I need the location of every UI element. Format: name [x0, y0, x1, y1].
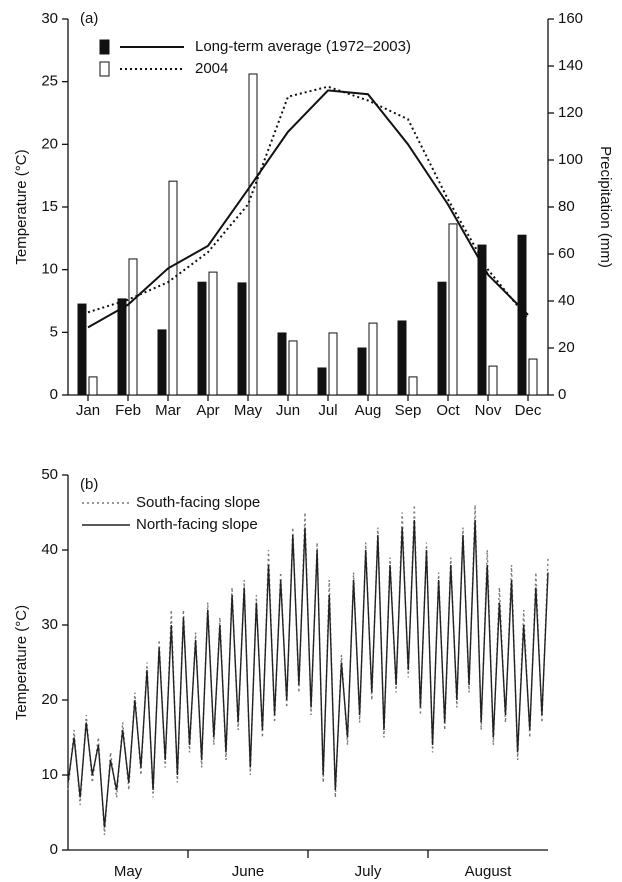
y-tick-label: 30 — [41, 10, 58, 27]
x-tick-label: August — [465, 863, 513, 880]
precipitation-bar — [277, 332, 287, 396]
precipitation-bar — [528, 358, 538, 396]
legend-label: 2004 — [195, 60, 228, 77]
y2-tick-label: 100 — [558, 151, 583, 168]
precipitation-bar — [288, 340, 298, 396]
precipitation-bar — [437, 281, 447, 396]
x-tick-label: Nov — [475, 402, 502, 419]
x-tick-label: Jan — [76, 402, 100, 419]
x-tick-label: Jul — [318, 402, 337, 419]
y-tick-label: 15 — [41, 198, 58, 215]
precipitation-bar — [357, 347, 367, 396]
y-tick-label: 10 — [41, 766, 58, 783]
panel-label: (a) — [80, 10, 98, 27]
y2-axis-label: Precipitation (mm) — [597, 146, 614, 268]
precipitation-bar — [208, 271, 218, 396]
y-tick-label: 10 — [41, 261, 58, 278]
x-tick-label: Sep — [395, 402, 422, 419]
panel-label: (b) — [80, 476, 98, 493]
y-tick-label: 20 — [41, 691, 58, 708]
x-tick-label: July — [355, 863, 382, 880]
y-tick-label: 20 — [41, 135, 58, 152]
x-tick-label: June — [232, 863, 265, 880]
y-axis-label: Temperature (°C) — [13, 149, 30, 264]
y2-tick-label: 20 — [558, 339, 575, 356]
temperature-line — [87, 85, 529, 320]
y2-tick-label: 140 — [558, 57, 583, 74]
x-tick-label: Dec — [515, 402, 542, 419]
x-tick-label: Oct — [436, 402, 460, 419]
y-tick-label: 0 — [50, 841, 58, 858]
y-tick-label: 5 — [50, 323, 58, 340]
y2-tick-label: 40 — [558, 292, 575, 309]
legend-label: South-facing slope — [136, 494, 260, 511]
precipitation-bar — [517, 234, 527, 396]
y2-tick-label: 160 — [558, 10, 583, 27]
temperature-line — [67, 519, 549, 828]
precipitation-bar — [328, 332, 338, 396]
y-tick-label: 0 — [50, 386, 58, 403]
precipitation-bar — [117, 298, 127, 396]
y-tick-label: 40 — [41, 541, 58, 558]
y-tick-label: 30 — [41, 616, 58, 633]
x-tick-label: Mar — [155, 402, 181, 419]
legend-label: North-facing slope — [136, 516, 258, 533]
precipitation-bar — [477, 244, 487, 396]
x-tick-label: Apr — [196, 402, 219, 419]
temperature-line — [87, 89, 529, 329]
y2-tick-label: 120 — [558, 104, 583, 121]
legend-label: Long-term average (1972–2003) — [195, 38, 411, 55]
precipitation-bar — [368, 322, 378, 396]
x-tick-label: May — [234, 402, 263, 419]
precipitation-bar — [88, 376, 98, 396]
precipitation-bar — [317, 367, 327, 396]
y2-tick-label: 80 — [558, 198, 575, 215]
x-tick-label: Feb — [115, 402, 141, 419]
precipitation-bar — [248, 73, 258, 396]
precipitation-bar — [408, 376, 418, 396]
legend-swatch — [99, 61, 110, 77]
y-tick-label: 25 — [41, 73, 58, 90]
precipitation-bar — [197, 281, 207, 396]
precipitation-bar — [397, 320, 407, 396]
legend-swatch — [99, 39, 110, 55]
precipitation-bar — [448, 223, 458, 396]
precipitation-bar — [237, 282, 247, 396]
y-axis-label: Temperature (°C) — [13, 605, 30, 720]
x-tick-label: May — [114, 863, 143, 880]
precipitation-bar — [488, 365, 498, 396]
x-tick-label: Jun — [276, 402, 300, 419]
precipitation-bar — [77, 303, 87, 396]
precipitation-bar — [128, 258, 138, 396]
precipitation-bar — [168, 180, 178, 396]
precipitation-bar — [157, 329, 167, 396]
y-tick-label: 50 — [41, 466, 58, 483]
x-tick-label: Aug — [355, 402, 382, 419]
y2-tick-label: 60 — [558, 245, 575, 262]
y2-tick-label: 0 — [558, 386, 566, 403]
